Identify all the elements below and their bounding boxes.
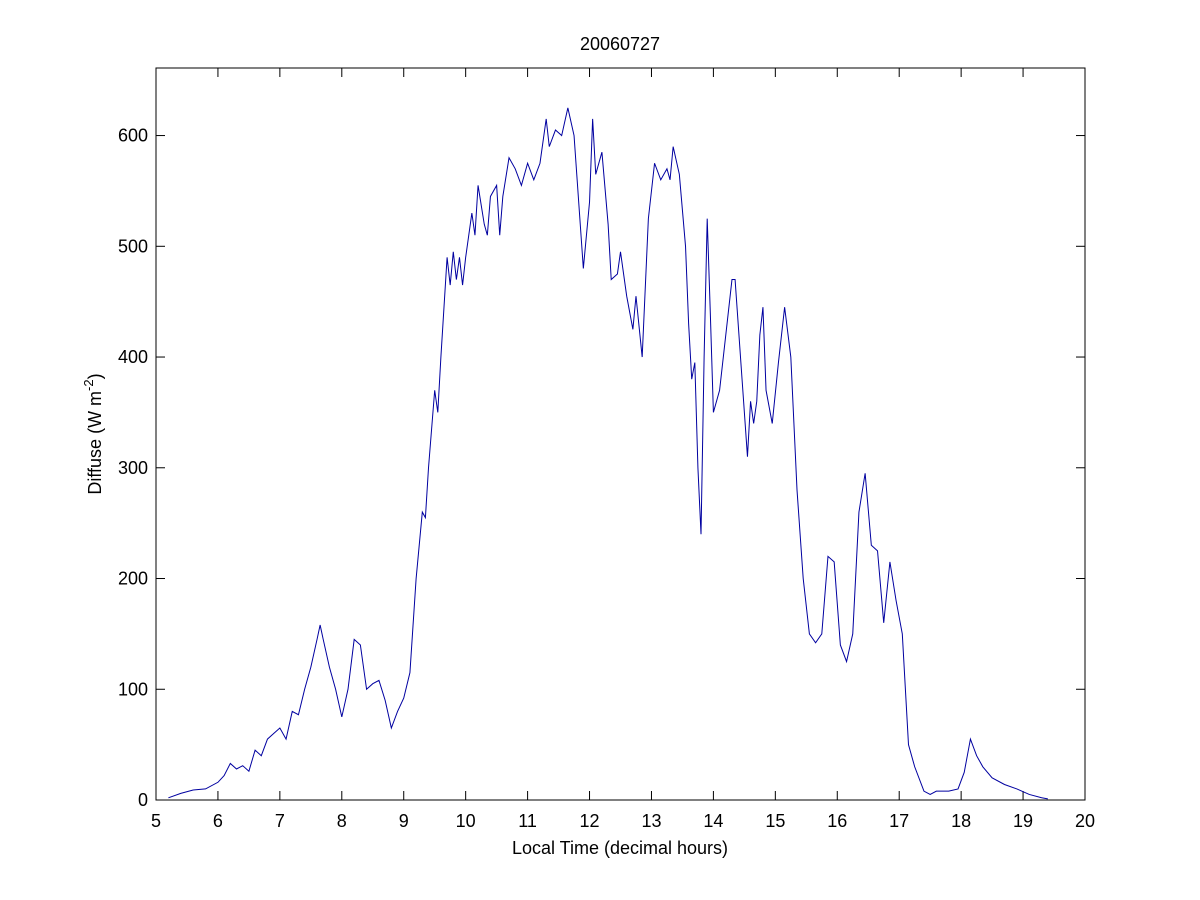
- y-tick-label: 100: [118, 679, 148, 699]
- x-tick-label: 18: [951, 811, 971, 831]
- x-tick-label: 11: [518, 811, 537, 831]
- y-axis-label: Diffuse (W m-2): [81, 373, 105, 494]
- x-tick-label: 5: [151, 811, 161, 831]
- chart-title: 20060727: [580, 34, 660, 54]
- y-tick-label: 400: [118, 347, 148, 367]
- x-tick-label: 13: [641, 811, 661, 831]
- x-axis-label: Local Time (decimal hours): [512, 838, 728, 858]
- y-axis-label-main: Diffuse (W m: [85, 391, 105, 495]
- x-tick-label: 16: [827, 811, 847, 831]
- x-tick-label: 7: [275, 811, 285, 831]
- x-tick-label: 8: [337, 811, 347, 831]
- y-tick-label: 0: [138, 790, 148, 810]
- x-tick-label: 14: [703, 811, 723, 831]
- x-tick-label: 15: [765, 811, 785, 831]
- x-tick-label: 9: [399, 811, 409, 831]
- x-tick-label: 6: [213, 811, 223, 831]
- x-tick-label: 20: [1075, 811, 1095, 831]
- x-tick-label: 12: [580, 811, 600, 831]
- x-tick-label: 17: [889, 811, 909, 831]
- x-tick-label: 10: [456, 811, 476, 831]
- y-tick-label: 200: [118, 569, 148, 589]
- y-axis-label-sup: -2: [81, 379, 96, 391]
- data-line: [168, 107, 1048, 800]
- plot-area: [155, 67, 1086, 801]
- y-tick-label: 500: [118, 236, 148, 256]
- x-tick-label: 19: [1013, 811, 1033, 831]
- y-axis-label-end: ): [85, 373, 105, 379]
- y-tick-label: 300: [118, 458, 148, 478]
- y-tick-label: 600: [118, 126, 148, 146]
